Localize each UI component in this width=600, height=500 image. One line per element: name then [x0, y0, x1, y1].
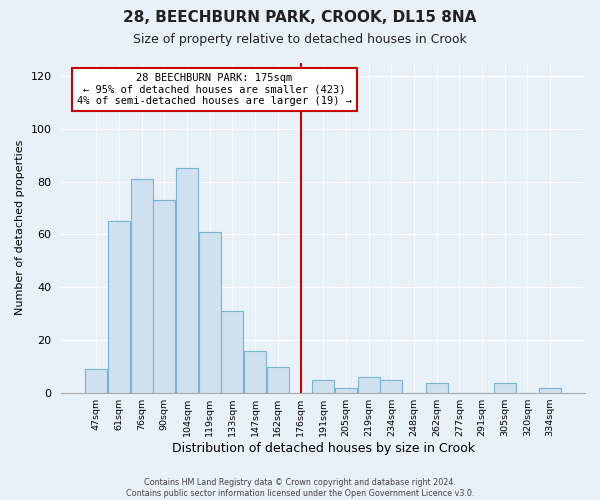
Bar — [267, 366, 289, 393]
Text: 28 BEECHBURN PARK: 175sqm
← 95% of detached houses are smaller (423)
4% of semi-: 28 BEECHBURN PARK: 175sqm ← 95% of detac… — [77, 73, 352, 106]
Bar — [199, 232, 221, 393]
Bar — [312, 380, 334, 393]
Bar — [380, 380, 403, 393]
Bar — [494, 382, 516, 393]
Bar — [131, 179, 152, 393]
Bar — [358, 377, 380, 393]
Bar — [244, 351, 266, 393]
Bar — [335, 388, 357, 393]
Text: Contains HM Land Registry data © Crown copyright and database right 2024.
Contai: Contains HM Land Registry data © Crown c… — [126, 478, 474, 498]
Bar — [153, 200, 175, 393]
Bar — [85, 370, 107, 393]
X-axis label: Distribution of detached houses by size in Crook: Distribution of detached houses by size … — [172, 442, 475, 455]
Text: Size of property relative to detached houses in Crook: Size of property relative to detached ho… — [133, 32, 467, 46]
Bar — [221, 311, 244, 393]
Text: 28, BEECHBURN PARK, CROOK, DL15 8NA: 28, BEECHBURN PARK, CROOK, DL15 8NA — [124, 10, 476, 25]
Bar — [425, 382, 448, 393]
Bar — [176, 168, 198, 393]
Bar — [539, 388, 561, 393]
Bar — [108, 221, 130, 393]
Y-axis label: Number of detached properties: Number of detached properties — [15, 140, 25, 316]
